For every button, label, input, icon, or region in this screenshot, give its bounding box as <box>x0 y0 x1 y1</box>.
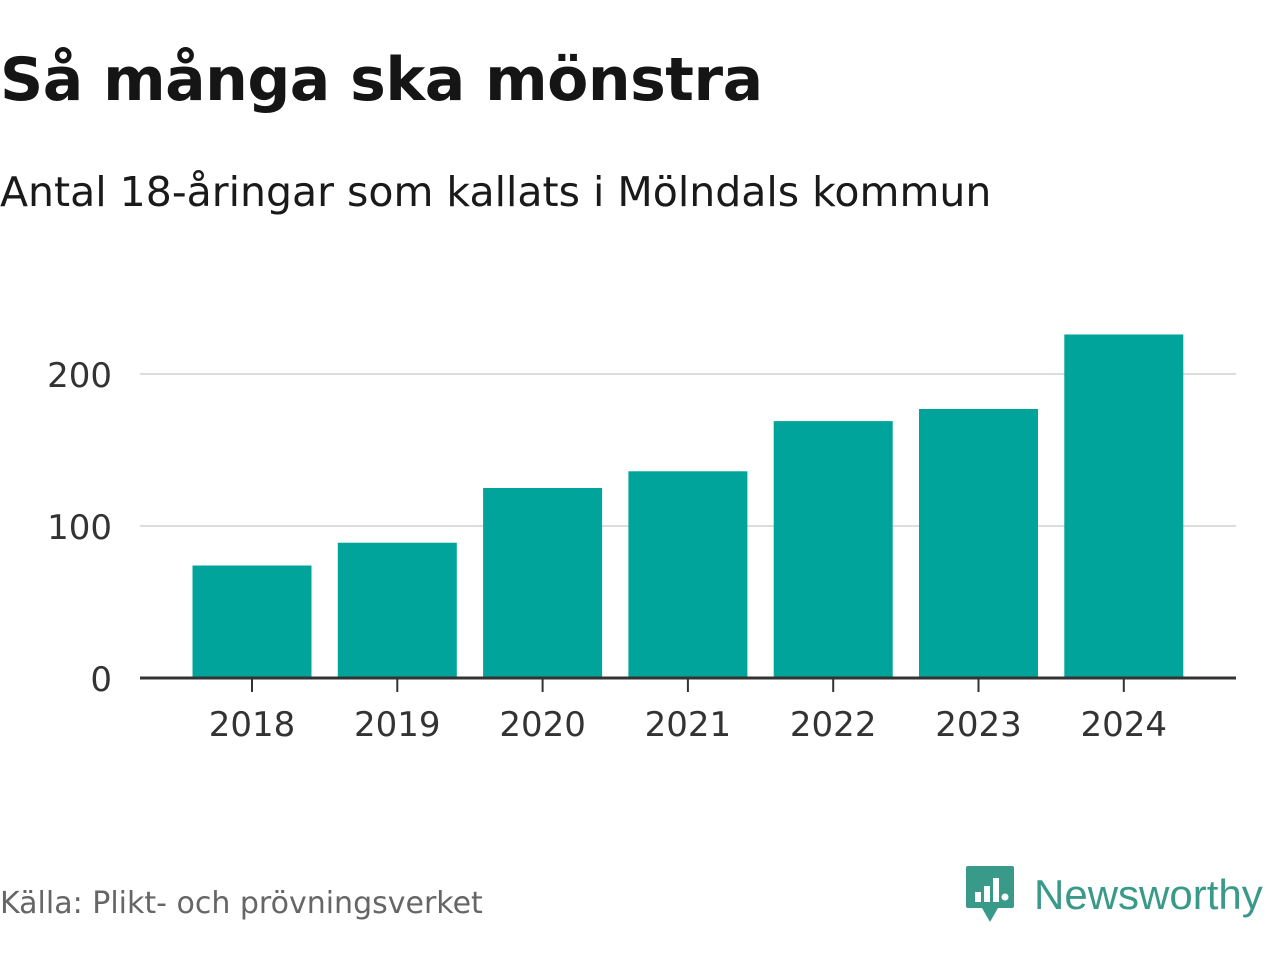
x-tick-label: 2019 <box>354 705 441 745</box>
bar-2020 <box>483 488 603 678</box>
brand-name: Newsworthy <box>1034 871 1263 918</box>
y-tick-label: 100 <box>47 508 112 548</box>
bar-2018 <box>192 565 312 678</box>
bar-2023 <box>919 408 1038 678</box>
source-note: Källa: Plikt- och prövningsverket <box>0 886 483 921</box>
y-tick-label: 0 <box>90 660 112 700</box>
chart-title: Så många ska mönstra <box>0 45 763 115</box>
x-tick-label: 2022 <box>790 705 877 745</box>
x-tick-label: 2024 <box>1081 705 1168 745</box>
bar-2022 <box>773 421 893 678</box>
bar-2024 <box>1064 334 1184 678</box>
y-tick-label: 200 <box>47 356 112 396</box>
newsworthy-logo-icon <box>966 866 1014 922</box>
brand-logo: Newsworthy <box>964 864 1263 926</box>
chart-subtitle: Antal 18-åringar som kallats i Mölndals … <box>0 168 992 216</box>
x-tick-label: 2020 <box>499 705 586 745</box>
bar-2021 <box>628 471 748 678</box>
x-tick-label: 2021 <box>645 705 732 745</box>
bar-2019 <box>337 542 457 678</box>
x-tick-label: 2018 <box>209 705 296 745</box>
x-tick-label: 2023 <box>935 705 1022 745</box>
